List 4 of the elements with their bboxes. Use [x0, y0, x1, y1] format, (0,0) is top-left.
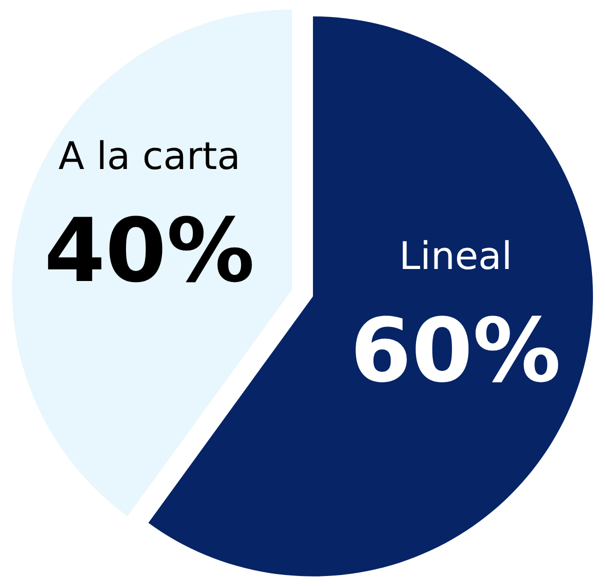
data-label: 60% [350, 298, 561, 402]
slice-label: Lineal [399, 234, 512, 278]
data-label: 40% [44, 199, 255, 302]
slice-label: A la carta [58, 134, 240, 178]
